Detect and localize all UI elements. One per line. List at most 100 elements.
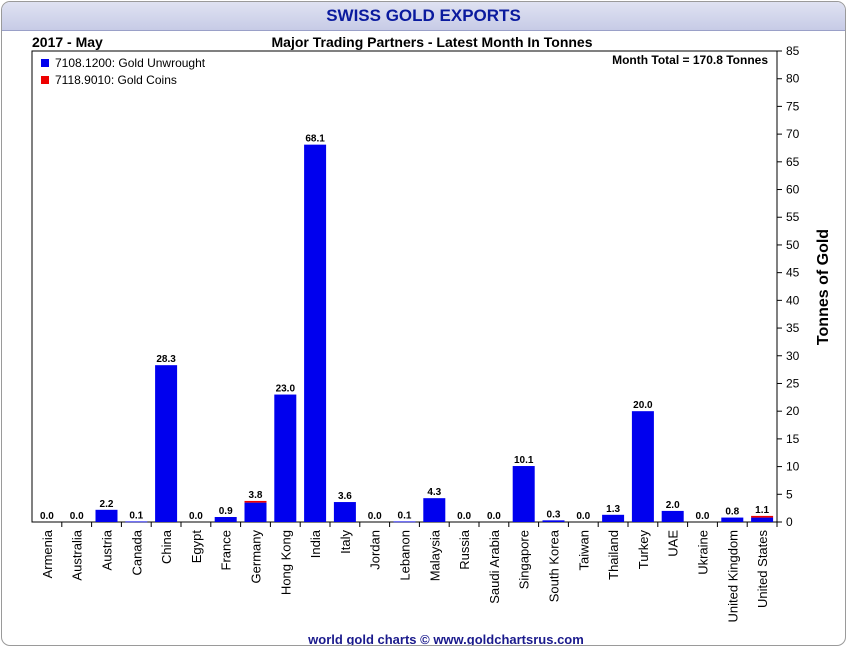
bar-unwrought	[244, 502, 267, 522]
month-total: Month Total = 170.8 Tonnes	[612, 53, 768, 67]
y-tick-label: 80	[786, 72, 800, 86]
bar-value-label: 0.0	[696, 511, 710, 522]
x-tick-label: Ukraine	[696, 530, 711, 575]
x-tick-label: India	[308, 529, 323, 558]
y-tick-label: 5	[786, 487, 793, 501]
bar-unwrought	[274, 394, 297, 522]
bar-value-label: 0.0	[368, 511, 382, 522]
y-tick-label: 70	[786, 127, 800, 141]
x-tick-label: Austria	[100, 529, 115, 570]
value-labels-group: 0.0 0.0 2.2 0.1 28.3 0.0 0.9 3.8 23.0 68.1 3.6 0.0 0…	[40, 134, 770, 522]
bar-value-label: 0.3	[547, 509, 561, 520]
bar-value-label: 0.0	[189, 511, 203, 522]
y-tick-label: 55	[786, 210, 800, 224]
y-axis-title: Tonnes of Gold	[815, 229, 832, 345]
x-tick-label: Thailand	[606, 530, 621, 580]
x-tick-label: Taiwan	[576, 530, 591, 570]
bar-value-label: 2.0	[666, 500, 680, 511]
x-tick-label: Germany	[249, 530, 264, 584]
y-tick-label: 50	[786, 238, 800, 252]
bar-value-label: 1.3	[606, 504, 620, 515]
bar-value-label: 20.0	[633, 400, 653, 411]
bar-value-label: 10.1	[514, 455, 534, 466]
bar-value-label: 1.1	[755, 505, 769, 516]
x-tick-label: Italy	[338, 530, 353, 554]
bar-unwrought	[423, 498, 446, 522]
bar-value-label: 0.0	[457, 511, 471, 522]
bar-value-label: 0.0	[487, 511, 501, 522]
y-axis: 0 5 10 15 20 25 30 35 40 45 50 55 60 65 70 75 80 85	[777, 44, 800, 529]
y-tick-label: 40	[786, 293, 800, 307]
x-tick-label: Malaysia	[427, 529, 442, 581]
x-tick-label: Canada	[129, 529, 144, 575]
x-tick-label: Saudi Arabia	[487, 529, 502, 603]
bar-value-label: 3.8	[249, 490, 263, 501]
bar-value-label: 0.0	[70, 511, 84, 522]
bar-unwrought	[512, 466, 535, 522]
y-tick-label: 85	[786, 44, 800, 58]
bar-unwrought	[304, 144, 327, 522]
x-tick-label: Egypt	[189, 530, 204, 564]
x-tick-label: United States	[755, 530, 770, 609]
period-label: 2017 - May	[32, 34, 103, 50]
bar-chart: 2017 - May Major Trading Partners - Late…	[31, 34, 832, 646]
x-tick-label: China	[159, 529, 174, 564]
y-tick-label: 30	[786, 349, 800, 363]
x-tick-label: France	[219, 530, 234, 570]
x-tick-label: Jordan	[368, 530, 383, 570]
bars-group	[95, 144, 774, 523]
bar-value-label: 0.1	[398, 510, 412, 521]
x-tick-label: UAE	[666, 530, 681, 557]
bar-value-label: 23.0	[276, 384, 296, 395]
bar-unwrought	[631, 411, 654, 522]
bar-value-label: 0.0	[576, 511, 590, 522]
legend-swatch-coins	[41, 76, 49, 84]
bar-value-label: 0.9	[219, 506, 233, 517]
banner-title: SWISS GOLD EXPORTS	[326, 6, 521, 25]
x-tick-label: United Kingdom	[725, 530, 740, 623]
y-tick-label: 45	[786, 266, 800, 280]
footer-credit: world gold charts © www.goldchartsrus.co…	[307, 632, 584, 646]
bar-coins	[244, 500, 267, 503]
x-tick-label: South Korea	[547, 529, 562, 602]
bar-value-label: 0.8	[725, 507, 739, 518]
bar-unwrought	[95, 509, 118, 522]
x-axis: Armenia Australia Austria Canada China Egypt F…	[40, 522, 778, 623]
y-tick-label: 60	[786, 183, 800, 197]
bar-unwrought	[125, 521, 148, 523]
x-tick-label: Turkey	[636, 530, 651, 570]
bar-unwrought	[214, 517, 237, 522]
x-tick-label: Australia	[70, 529, 85, 580]
y-tick-label: 20	[786, 404, 800, 418]
legend-label-coins: 7118.9010: Gold Coins	[55, 73, 177, 87]
bar-unwrought	[155, 365, 178, 522]
bar-unwrought	[393, 521, 416, 523]
bar-value-label: 28.3	[156, 354, 176, 365]
title-banner: SWISS GOLD EXPORTS	[2, 2, 845, 31]
bar-unwrought	[661, 510, 684, 522]
bar-unwrought	[542, 520, 565, 522]
x-tick-label: Russia	[457, 529, 472, 570]
x-tick-label: Singapore	[517, 530, 532, 589]
bar-unwrought	[602, 514, 625, 522]
x-tick-label: Lebanon	[398, 530, 413, 581]
legend-swatch-unwrought	[41, 59, 49, 67]
y-tick-label: 15	[786, 432, 800, 446]
bar-unwrought	[333, 502, 356, 522]
y-tick-label: 0	[786, 515, 793, 529]
bar-unwrought	[751, 517, 774, 522]
chart-subtitle: Major Trading Partners - Latest Month In…	[272, 34, 593, 50]
x-tick-label: Armenia	[40, 529, 55, 578]
bar-value-label: 2.2	[100, 499, 114, 510]
bar-value-label: 68.1	[305, 134, 325, 145]
y-tick-label: 35	[786, 321, 800, 335]
bar-value-label: 0.0	[40, 511, 54, 522]
bar-value-label: 4.3	[427, 487, 441, 498]
bar-value-label: 0.1	[129, 510, 143, 521]
bar-coins	[751, 515, 774, 518]
plot-area	[31, 50, 778, 523]
bar-unwrought	[721, 517, 744, 522]
x-tick-label: Hong Kong	[278, 530, 293, 595]
y-tick-label: 65	[786, 155, 800, 169]
